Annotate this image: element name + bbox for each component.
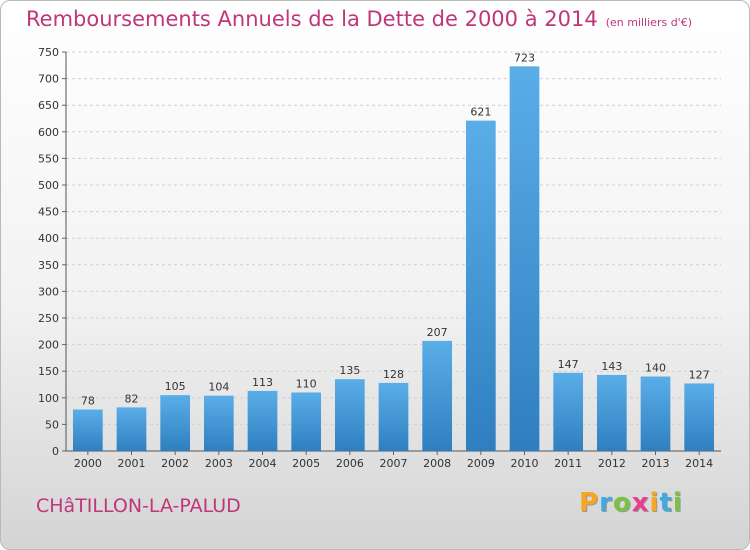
x-tick-labels: 2000 2001 2002 2003 2004 2005 2006 2007 2008 2009… <box>74 457 713 470</box>
bar-2004 <box>247 390 278 451</box>
chart-title: Remboursements Annuels de la Dette de 20… <box>26 7 598 31</box>
x-tick-label-2002: 2002 <box>161 457 189 470</box>
x-tick-label-2005: 2005 <box>292 457 320 470</box>
data-label-2009: 621 <box>470 106 491 119</box>
data-labels: 78 82 105 104 113 110 135 128 207 621 723 147 143 140… <box>81 51 710 407</box>
data-label-2010: 723 <box>514 51 535 64</box>
logo-letter: i <box>649 488 660 518</box>
y-tick-label: 300 <box>38 285 59 298</box>
x-tick-label-2009: 2009 <box>467 457 495 470</box>
data-label-2000: 78 <box>81 395 95 408</box>
y-tick-label: 600 <box>38 126 59 139</box>
bar-2005 <box>291 392 322 451</box>
bar-2013 <box>640 376 671 451</box>
logo-letter: P <box>579 488 600 518</box>
bar-2006 <box>334 379 365 451</box>
bar-2001 <box>116 407 147 451</box>
y-tick-label: 700 <box>38 73 59 86</box>
y-tick-label: 200 <box>38 339 59 352</box>
y-tick-label: 750 <box>38 46 59 59</box>
proxiti-logo: Proxiti <box>579 488 683 518</box>
x-tick-label-2012: 2012 <box>598 457 626 470</box>
y-tick-label: 100 <box>38 392 59 405</box>
x-tick-label-2006: 2006 <box>336 457 364 470</box>
bar-2003 <box>203 395 234 451</box>
x-tick-label-2011: 2011 <box>554 457 582 470</box>
data-label-2005: 110 <box>296 377 317 390</box>
y-tick-label: 50 <box>45 418 59 431</box>
logo-letter: t <box>659 488 673 518</box>
title-line: Remboursements Annuels de la Dette de 20… <box>26 7 692 31</box>
x-tick-label-2008: 2008 <box>423 457 451 470</box>
bar-2002 <box>160 395 191 451</box>
bar-2000 <box>72 409 103 451</box>
data-label-2012: 143 <box>601 360 622 373</box>
bar-2014 <box>684 383 715 451</box>
x-tick-label-2004: 2004 <box>249 457 277 470</box>
bar-2010 <box>509 66 540 451</box>
x-tick-label-2013: 2013 <box>642 457 670 470</box>
y-tick-label: 650 <box>38 99 59 112</box>
logo-letter: o <box>612 488 632 518</box>
y-tick-label: 400 <box>38 232 59 245</box>
bars <box>72 66 715 452</box>
bar-2009 <box>465 120 496 452</box>
x-tick-label-2003: 2003 <box>205 457 233 470</box>
y-tick-label: 150 <box>38 365 59 378</box>
y-tick-label: 350 <box>38 259 59 272</box>
chart-subtitle: (en milliers d'€) <box>605 16 692 29</box>
data-label-2002: 105 <box>165 380 186 393</box>
logo-letter: i <box>672 488 683 518</box>
data-label-2007: 128 <box>383 368 404 381</box>
x-tick-label-2014: 2014 <box>685 457 713 470</box>
data-label-2011: 147 <box>558 358 579 371</box>
bar-2011 <box>553 372 584 451</box>
bar-2008 <box>422 340 453 451</box>
data-label-2004: 113 <box>252 376 273 389</box>
data-label-2001: 82 <box>125 392 139 405</box>
y-tick-label: 550 <box>38 152 59 165</box>
data-label-2014: 127 <box>689 368 710 381</box>
data-label-2006: 135 <box>339 364 360 377</box>
bar-2007 <box>378 382 409 451</box>
x-tick-label-2000: 2000 <box>74 457 102 470</box>
y-tick-label: 500 <box>38 179 59 192</box>
y-tick-label: 0 <box>52 445 59 458</box>
x-tick-label-2001: 2001 <box>118 457 146 470</box>
commune-name: CHâTILLON-LA-PALUD <box>36 495 241 517</box>
x-tick-label-2007: 2007 <box>380 457 408 470</box>
data-label-2008: 207 <box>427 326 448 339</box>
x-tick-label-2010: 2010 <box>511 457 539 470</box>
logo-letter: x <box>631 488 650 518</box>
bar-2012 <box>596 374 627 451</box>
logo-letter: r <box>599 488 613 518</box>
y-tick-label: 250 <box>38 312 59 325</box>
y-tick-labels: 0 50 100 150 200 250 300 350 400 450 500 550 600 650 7… <box>38 46 59 458</box>
data-label-2013: 140 <box>645 362 666 375</box>
data-label-2003: 104 <box>208 381 229 394</box>
y-tick-label: 450 <box>38 206 59 219</box>
